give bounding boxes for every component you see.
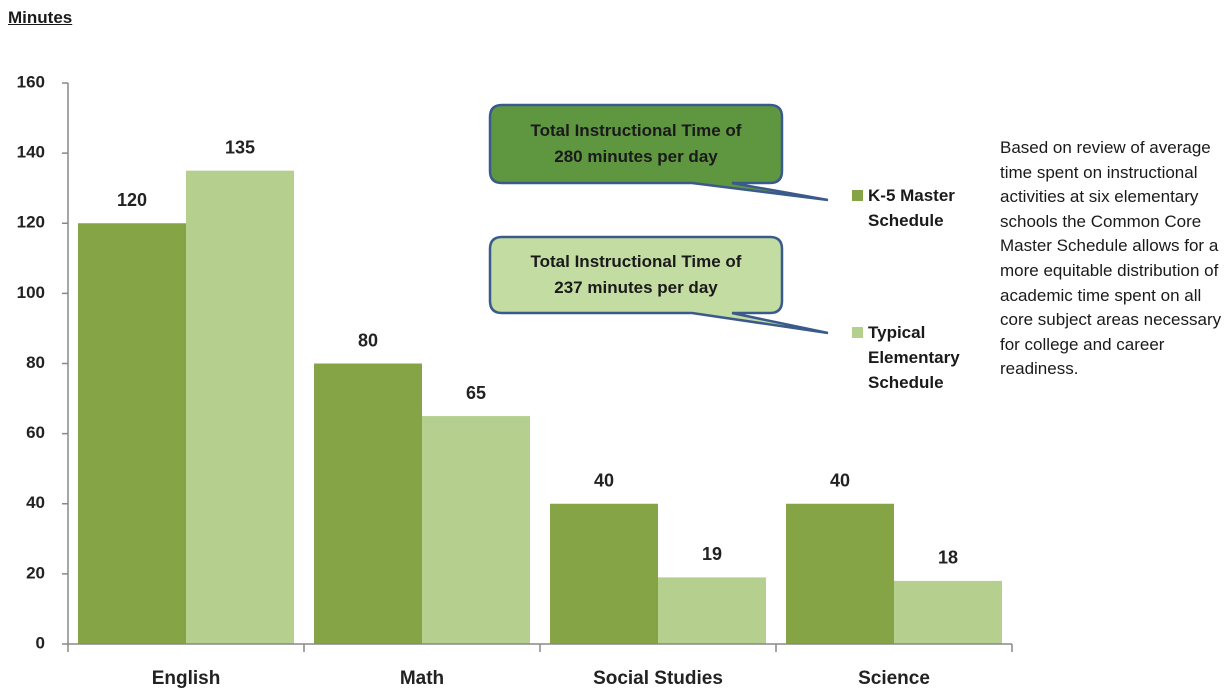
- bar: [550, 503, 658, 644]
- data-label: 65: [466, 383, 486, 403]
- data-label: 80: [358, 330, 378, 350]
- bar: [786, 503, 894, 644]
- legend-label: K-5 Master Schedule: [868, 186, 955, 230]
- y-tick-label: 140: [17, 143, 45, 162]
- legend-swatch: [852, 190, 863, 201]
- legend-label: Typical Elementary Schedule: [868, 323, 960, 392]
- callout-box: [488, 235, 829, 335]
- y-tick-label: 0: [36, 633, 45, 652]
- x-tick-label: Science: [858, 668, 930, 689]
- x-tick-label: Social Studies: [593, 668, 723, 689]
- x-tick-label: Math: [400, 668, 444, 689]
- y-tick-label: 80: [26, 353, 45, 372]
- y-tick-label: 20: [26, 563, 45, 582]
- y-tick-label: 160: [17, 72, 45, 91]
- bar: [186, 170, 294, 644]
- bar: [658, 577, 766, 644]
- data-label: 40: [830, 471, 850, 491]
- data-label: 19: [702, 544, 722, 564]
- data-label: 18: [938, 548, 958, 568]
- data-label: 40: [594, 471, 614, 491]
- bar: [78, 223, 186, 644]
- bar: [422, 416, 530, 644]
- y-axis-label: Minutes: [8, 8, 73, 27]
- y-tick-label: 60: [26, 423, 45, 442]
- bar: [314, 363, 422, 644]
- x-tick-label: English: [152, 668, 221, 689]
- note: Based on review of average time spent on…: [1000, 138, 1222, 379]
- y-tick-label: 120: [17, 213, 45, 232]
- legend-swatch: [852, 327, 863, 338]
- callout-box: [488, 103, 829, 202]
- callout-text: Total Instructional Time of 280 minutes …: [530, 121, 742, 166]
- data-label: 120: [117, 190, 147, 210]
- y-tick-label: 40: [26, 493, 45, 512]
- callout-text: Total Instructional Time of 237 minutes …: [530, 252, 742, 297]
- bar: [894, 580, 1002, 644]
- data-label: 135: [225, 137, 255, 157]
- y-tick-label: 100: [17, 283, 45, 302]
